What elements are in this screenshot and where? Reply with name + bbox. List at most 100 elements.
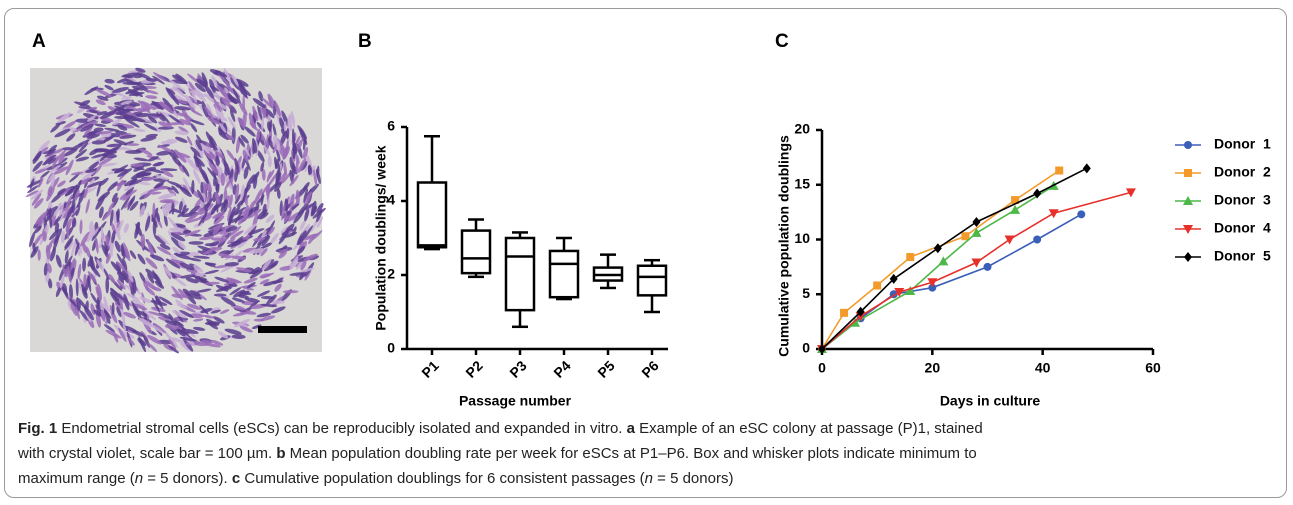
cell xyxy=(203,314,215,319)
cell xyxy=(235,78,249,87)
cell xyxy=(136,72,151,80)
cell xyxy=(75,179,82,192)
cell xyxy=(144,215,151,232)
cell xyxy=(287,211,301,222)
cell xyxy=(303,188,308,203)
cell xyxy=(120,195,131,211)
cell xyxy=(157,144,174,154)
cell xyxy=(133,89,143,98)
cell xyxy=(272,123,277,138)
cell xyxy=(167,180,182,187)
cell xyxy=(100,309,106,322)
cell xyxy=(206,318,215,325)
cell xyxy=(283,120,287,132)
cell xyxy=(143,123,158,131)
cell xyxy=(228,215,244,224)
cell xyxy=(117,124,128,131)
cell xyxy=(215,84,229,97)
cell xyxy=(229,287,242,296)
cell xyxy=(297,246,305,255)
marker xyxy=(1010,204,1021,214)
cell xyxy=(126,293,140,302)
cell xyxy=(275,170,280,185)
cell xyxy=(123,223,129,234)
cell xyxy=(130,163,144,167)
cell xyxy=(303,253,318,262)
cell xyxy=(103,134,116,143)
cell xyxy=(157,234,170,245)
y-axis-label: Population doublings/ week xyxy=(373,145,389,330)
marker xyxy=(971,227,982,237)
cell xyxy=(230,239,248,244)
cell xyxy=(129,200,139,211)
cell xyxy=(125,87,141,95)
cell xyxy=(159,112,171,125)
cell xyxy=(201,72,208,87)
cell xyxy=(32,154,42,162)
cell xyxy=(200,308,213,313)
cell xyxy=(47,278,53,289)
cell xyxy=(186,217,204,224)
cell xyxy=(274,101,281,117)
cell xyxy=(57,180,66,188)
cell xyxy=(31,193,42,206)
cell xyxy=(189,205,201,215)
cell xyxy=(131,300,140,318)
cell xyxy=(268,172,278,186)
cell xyxy=(53,214,62,226)
cell xyxy=(233,204,241,216)
cell xyxy=(114,240,121,253)
cell xyxy=(148,311,165,317)
cell xyxy=(108,273,116,284)
cell xyxy=(292,142,298,155)
cell xyxy=(243,204,250,221)
cell xyxy=(80,124,94,132)
cell xyxy=(260,161,265,172)
cell xyxy=(116,253,125,268)
cell xyxy=(266,294,277,305)
cell xyxy=(173,320,186,331)
caption-text: = 5 donors) xyxy=(652,470,734,487)
cell xyxy=(249,200,256,210)
x-tick-label: 40 xyxy=(1035,360,1051,376)
x-tick-label: P4 xyxy=(550,357,574,381)
cell xyxy=(105,276,110,294)
cell xyxy=(149,185,165,193)
cell xyxy=(70,143,84,151)
cell xyxy=(228,194,233,209)
cell xyxy=(276,188,281,199)
cell xyxy=(91,153,107,159)
cell xyxy=(138,336,147,353)
cell xyxy=(105,252,112,264)
cell xyxy=(232,87,241,104)
cell xyxy=(256,312,272,318)
cell xyxy=(100,110,117,119)
cell xyxy=(255,128,261,145)
cell xyxy=(81,169,96,181)
cell xyxy=(265,108,275,119)
cell xyxy=(190,146,203,158)
cell xyxy=(171,185,179,194)
cell xyxy=(196,158,204,176)
cell xyxy=(212,316,225,324)
cell xyxy=(281,110,290,128)
cell xyxy=(172,85,186,98)
panel-label: A xyxy=(32,31,46,52)
cell xyxy=(52,234,60,252)
cell xyxy=(29,231,36,248)
cell xyxy=(176,112,188,117)
cell xyxy=(214,215,225,225)
cell xyxy=(86,227,95,243)
cell xyxy=(85,311,92,323)
cell xyxy=(63,120,77,130)
cell xyxy=(168,114,183,125)
cell xyxy=(220,296,236,307)
x-tick-label: 20 xyxy=(925,360,941,376)
cell xyxy=(311,200,317,216)
cell xyxy=(151,286,162,292)
cell xyxy=(263,144,271,157)
cell xyxy=(89,264,101,278)
cell xyxy=(103,324,115,333)
y-tick-label: 5 xyxy=(802,285,810,301)
cell xyxy=(289,272,305,276)
